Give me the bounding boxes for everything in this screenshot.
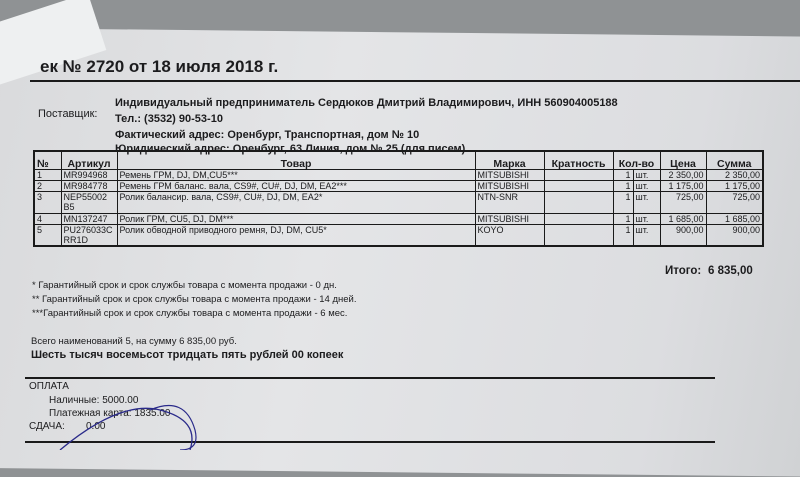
supplier-phone: Тел.: (3532) 90-53-10 [115,113,223,125]
divider [25,441,715,443]
total-value: 6 835,00 [708,265,753,277]
actual-address: Фактический адрес: Оренбург, Транспортна… [115,129,420,141]
payment-cash: Наличные: 5000.00 [49,395,139,406]
payment-card: Платежная карта: 1835.00 [49,408,171,419]
change-label: СДАЧА: [29,421,65,432]
warranty-note: ***Гарантийный срок и срок службы товара… [32,308,348,319]
receipt-title: ек № 2720 от 18 июля 2018 г. [40,57,279,76]
pen-signature [59,404,197,450]
row-article: NEP55002 B5 [60,190,118,214]
total-label: Итого: [665,265,702,277]
change-value: 0.00 [86,421,106,432]
payment-title: ОПЛАТА [29,381,69,392]
items-table: № Артикул Товар Марка Кратность Кол-во Ц… [33,150,764,247]
table-row: 3 NEP55002 B5 Ролик балансир. вала, CS9#, … [33,190,764,214]
table-row: 2 MR984778 Ремень ГРМ баланс. вала, CS9#, … [33,179,764,192]
supplier-name: Индивидуальный предприниматель Сердюков … [115,97,618,109]
amount-in-words: Шесть тысяч восемьсот тридцать пять рубл… [31,349,344,361]
divider [25,377,715,379]
warranty-note: ** Гарантийный срок и срок службы товара… [32,294,357,305]
row-sum: 900,00 [705,223,764,247]
summary-line: Всего наименований 5, на сумму 6 835,00 … [31,336,237,347]
row-item: Ролик обводной приводного ремня, DJ, DM,… [116,223,476,247]
divider [30,80,800,82]
row-number: 5 [33,223,62,247]
warranty-note: * Гарантийный срок и срок службы товара … [32,280,337,291]
table-row: 5 PU276033C RR1D Ролик обводной приводного… [33,223,764,247]
row-price: 900,00 [659,223,707,247]
row-article: PU276033C RR1D [60,223,118,247]
supplier-label: Поставщик: [38,108,98,120]
